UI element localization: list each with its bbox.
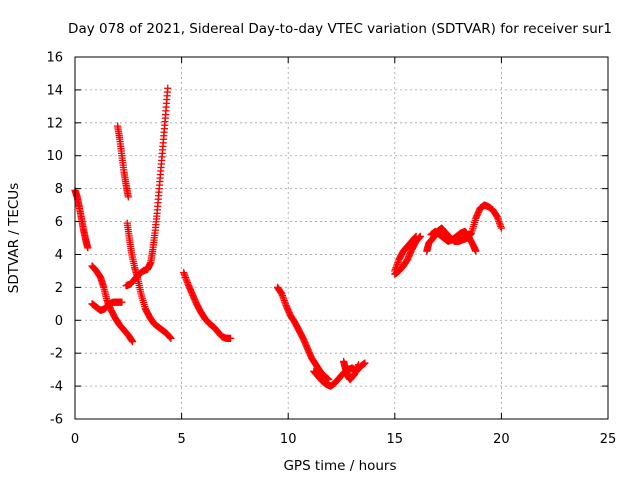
x-tick-label: 25 [600, 432, 617, 447]
data-track [88, 262, 137, 346]
x-tick-label: 10 [280, 432, 297, 447]
data-track [427, 227, 480, 255]
y-tick-label: 8 [55, 182, 63, 197]
data-track [123, 219, 175, 342]
data-point [361, 359, 369, 367]
x-tick-label: 5 [177, 432, 185, 447]
data-point [84, 244, 92, 252]
data-point [128, 338, 137, 346]
y-tick-label: 2 [55, 281, 63, 296]
data-point [227, 334, 235, 342]
y-tick-label: 0 [55, 314, 63, 329]
data-track [88, 298, 126, 314]
y-tick-label: 6 [55, 215, 63, 230]
x-tick-label: 15 [387, 432, 404, 447]
data-points [71, 84, 505, 390]
y-tick-label: -2 [50, 347, 63, 362]
data-point [124, 193, 132, 201]
grid-lines [75, 57, 608, 419]
data-point [164, 84, 172, 92]
y-tick-label: 14 [46, 83, 63, 98]
data-point [497, 224, 505, 232]
x-tick-labels: 0 5 10 15 20 25 [71, 432, 616, 447]
y-tick-label: 10 [46, 149, 63, 164]
data-track [391, 232, 420, 275]
data-track [340, 357, 363, 384]
y-tick-label: 4 [55, 248, 63, 263]
y-tick-label: 12 [46, 116, 63, 131]
plot-frame [74, 56, 609, 420]
x-axis-label: GPS time / hours [283, 458, 396, 474]
y-tick-label: -6 [50, 413, 63, 428]
y-tick-label: 16 [46, 51, 63, 66]
y-tick-labels: -6 -4 -2 0 2 4 6 8 10 12 14 16 [46, 51, 63, 428]
data-point [118, 298, 126, 306]
data-track [114, 122, 132, 201]
data-track [122, 84, 172, 290]
data-point [412, 232, 420, 240]
x-tick-label: 20 [493, 432, 510, 447]
y-axis-label: SDTVAR / TECUs [6, 183, 22, 293]
x-tick-label: 0 [71, 432, 79, 447]
axis-ticks [74, 56, 609, 420]
data-point [167, 334, 175, 342]
data-point [472, 247, 480, 255]
chart-title: Day 078 of 2021, Sidereal Day-to-day VTE… [68, 21, 612, 37]
data-track [180, 268, 235, 342]
y-tick-label: -4 [50, 380, 63, 395]
data-point [354, 361, 363, 369]
data-track [273, 283, 333, 384]
